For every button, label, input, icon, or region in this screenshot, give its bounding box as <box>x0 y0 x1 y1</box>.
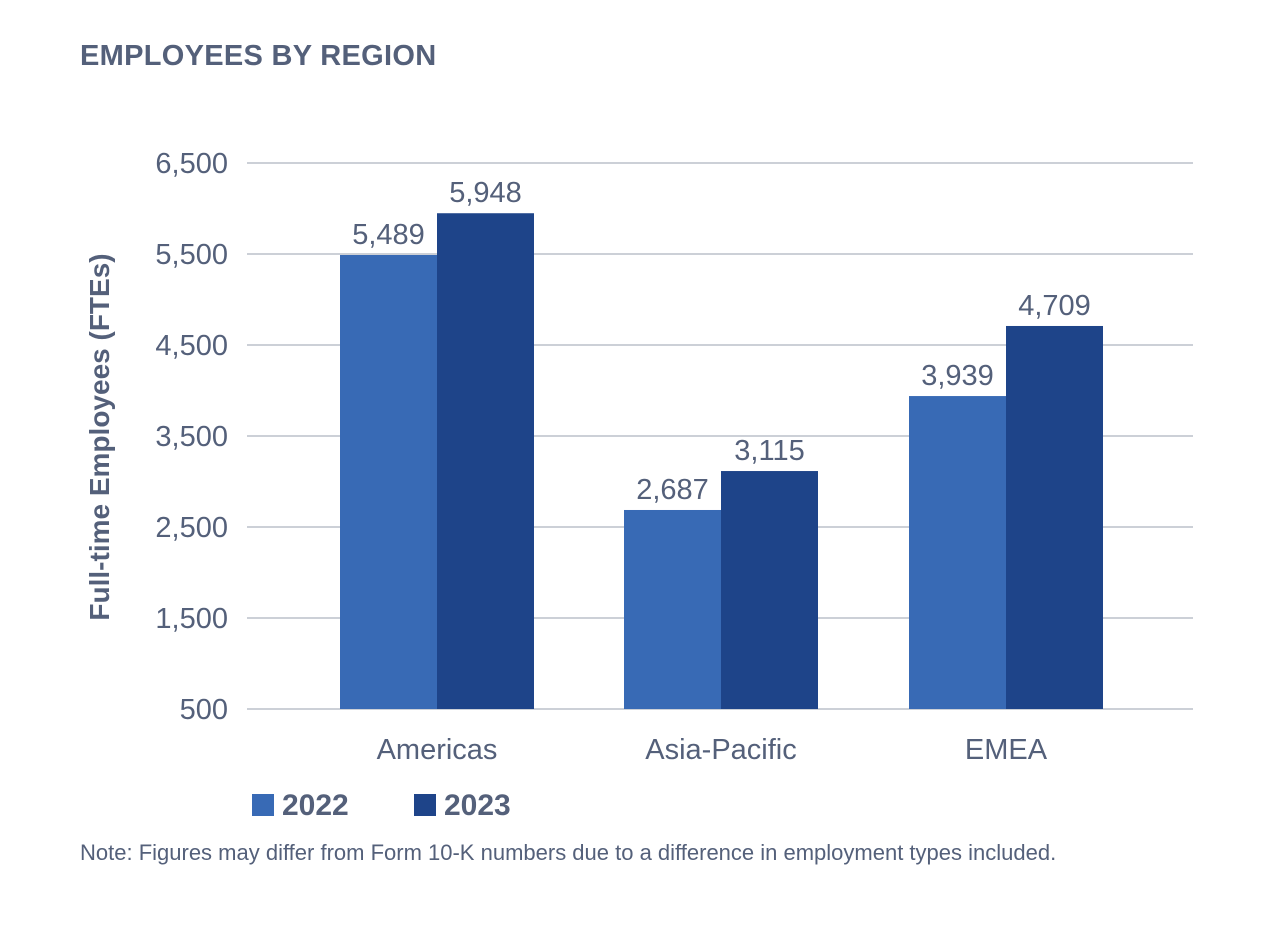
legend-swatch-2022 <box>252 794 274 816</box>
bar-value-label: 5,948 <box>449 177 522 209</box>
y-tick-label: 6,500 <box>155 148 228 180</box>
y-tick-label: 2,500 <box>155 512 228 544</box>
y-axis-label: Full-time Employees (FTEs) <box>84 253 115 620</box>
y-tick-label: 3,500 <box>155 421 228 453</box>
y-tick-label: 500 <box>180 694 228 726</box>
bar-value-label: 2,687 <box>636 474 709 506</box>
y-tick-label: 4,500 <box>155 330 228 362</box>
bars <box>340 213 1103 709</box>
x-axis-ticks: Americas Asia-Pacific EMEA <box>377 734 1048 766</box>
x-tick-label: Americas <box>377 734 498 766</box>
bar-2023-asia-pacific <box>721 471 818 709</box>
x-tick-label: Asia-Pacific <box>645 734 797 766</box>
footnote: Note: Figures may differ from Form 10-K … <box>80 840 1057 865</box>
bar-value-label: 3,115 <box>734 435 804 467</box>
bar-value-label: 5,489 <box>352 219 425 251</box>
legend-label-2023: 2023 <box>444 789 511 822</box>
x-tick-label: EMEA <box>965 734 1048 766</box>
legend-label-2022: 2022 <box>282 789 349 822</box>
legend-swatch-2023 <box>414 794 436 816</box>
y-axis-ticks: 500 1,500 2,500 3,500 4,500 5,500 6,500 <box>155 148 228 726</box>
legend: 2022 2023 <box>252 789 511 822</box>
y-tick-label: 1,500 <box>155 603 228 635</box>
bar-value-label: 3,939 <box>921 360 994 392</box>
bar-2022-americas <box>340 255 437 709</box>
bar-2022-asia-pacific <box>624 509 721 709</box>
bar-2022-emea <box>909 396 1006 709</box>
chart-title: EMPLOYEES BY REGION <box>80 40 437 72</box>
bar-2023-americas <box>437 213 534 709</box>
bar-2023-emea <box>1006 325 1103 709</box>
y-tick-label: 5,500 <box>155 239 228 271</box>
bar-value-label: 4,709 <box>1018 290 1091 322</box>
data-labels: 5,489 2,687 3,939 5,948 3,115 4,709 <box>352 177 1091 506</box>
